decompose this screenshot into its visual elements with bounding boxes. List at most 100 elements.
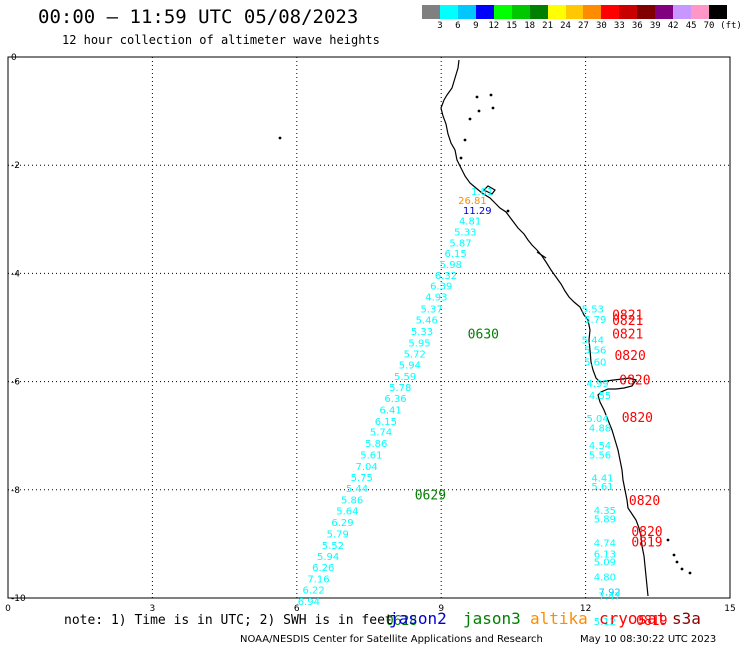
wave-height-value: 5.60 xyxy=(584,357,606,368)
x-tick-label: 9 xyxy=(438,604,444,614)
wave-height-value: 5.33 xyxy=(454,228,476,239)
x-tick-label: 6 xyxy=(294,604,300,614)
island-dot xyxy=(666,538,670,542)
colorbar-label: 3 xyxy=(437,21,443,31)
colorbar-label: 24 xyxy=(560,21,571,31)
island-dot xyxy=(278,136,282,140)
colorbar-label: 21 xyxy=(542,21,553,31)
colorbar-swatch xyxy=(655,5,674,19)
footer-credit: NOAA/NESDIS Center for Satellite Applica… xyxy=(240,634,543,645)
colorbar-label: 36 xyxy=(631,21,643,31)
wave-observations: 1.8126.8111.294.815.335.876.155.986.326.… xyxy=(298,187,621,628)
wave-height-value: 5.44 xyxy=(346,484,368,495)
wave-height-value: 5.44 xyxy=(582,336,604,347)
wave-height-value: 7.04 xyxy=(355,462,377,473)
island-dot xyxy=(506,209,510,213)
pass-time-label: 0630 xyxy=(468,327,499,342)
wave-height-value: 5.75 xyxy=(351,473,373,484)
colorbar-label: 45 xyxy=(685,21,697,31)
wave-height-value: 5.37 xyxy=(420,304,442,315)
colorbar-swatch xyxy=(493,5,512,19)
island-dot xyxy=(489,93,493,97)
colorbar-swatch xyxy=(619,5,638,19)
colorbar-swatch xyxy=(439,5,458,19)
pass-time-label: 0629 xyxy=(415,489,446,504)
wave-height-value: 5.79 xyxy=(327,529,349,540)
wave-height-value: 7.47 xyxy=(599,592,621,603)
wave-height-value: 5.86 xyxy=(341,495,363,506)
satellite-legend-jason3: jason3 xyxy=(463,609,521,628)
colorbar-label: 39 xyxy=(649,21,661,31)
colorbar-label: 12 xyxy=(488,21,500,31)
wave-height-value: 5.52 xyxy=(322,541,344,552)
island-markers xyxy=(278,93,692,575)
wave-height-value: 4.88 xyxy=(589,423,611,434)
colorbar-label: 30 xyxy=(595,21,607,31)
colorbar-swatch xyxy=(583,5,602,19)
pass-time-label: 0820 xyxy=(614,349,645,364)
wave-height-value: 6.15 xyxy=(375,417,397,428)
wave-height-value: 6.15 xyxy=(445,249,467,260)
wave-height-value: 5.98 xyxy=(440,260,462,271)
island-dot xyxy=(459,156,463,160)
colorbar-swatch xyxy=(475,5,494,19)
island-dot xyxy=(491,106,495,110)
wave-height-value: 5.79 xyxy=(584,315,606,326)
island-dot xyxy=(477,109,481,113)
wave-height-value: 4.99 xyxy=(587,379,609,390)
colorbar-label: 33 xyxy=(613,21,625,31)
y-tick-label: -6 xyxy=(11,378,20,388)
wave-height-value: 5.64 xyxy=(336,507,358,518)
map-frame xyxy=(7,56,731,599)
wave-height-value: 5.87 xyxy=(449,238,471,249)
y-tick-label: 0 xyxy=(11,53,17,63)
island-dot xyxy=(475,95,479,99)
wave-height-value: 1.81 xyxy=(471,187,493,198)
pass-time-label: 0820 xyxy=(631,525,662,540)
footer-timestamp: May 10 08:30:22 UTC 2023 xyxy=(580,634,717,645)
map-grid xyxy=(7,56,731,599)
y-tick-label: -8 xyxy=(11,486,20,496)
wave-height-value: 7.16 xyxy=(307,574,329,585)
colorbar-swatch xyxy=(565,5,584,19)
x-tick-label: 12 xyxy=(580,604,591,614)
wave-height-value: 5.09 xyxy=(594,558,616,569)
wave-height-value: 4.74 xyxy=(594,539,616,550)
wave-height-value: 6.22 xyxy=(303,586,325,597)
y-tick-label: -2 xyxy=(11,161,20,171)
colorbar-label: 70 xyxy=(703,21,715,31)
wave-height-value: 5.46 xyxy=(416,316,438,327)
wave-height-value: 5.12 xyxy=(594,617,616,628)
wave-height-value: 4.54 xyxy=(589,441,611,452)
colorbar-swatch xyxy=(637,5,656,19)
wave-height-value: 5.89 xyxy=(594,514,616,525)
colorbar-swatch xyxy=(709,5,727,19)
pass-time-label: 0819 xyxy=(636,614,667,629)
colorbar-label: 27 xyxy=(578,21,589,31)
wave-height-value: 4.93 xyxy=(425,292,447,303)
island-dot xyxy=(463,138,467,142)
colorbar-swatch xyxy=(511,5,530,19)
coastline xyxy=(440,59,649,597)
coastline-island xyxy=(536,251,547,259)
wave-height-value: 5.04 xyxy=(587,414,609,425)
wave-height-value: 6.29 xyxy=(331,518,353,529)
pass-time-label: 0820 xyxy=(622,411,653,426)
wave-height-value: 4.55 xyxy=(589,391,611,402)
wave-height-value: 26.81 xyxy=(458,196,487,207)
wave-height-value: 6.41 xyxy=(380,406,402,417)
wave-height-value: 11.29 xyxy=(463,206,492,217)
pass-time-label: 0628 xyxy=(386,614,417,629)
x-tick-label: 0 xyxy=(5,604,11,614)
colorbar-labels: 3 6 9 12 15 18 21 24 27 30 33 36 39 42 45 70 (ft) xyxy=(422,21,740,33)
x-tick-label: 3 xyxy=(150,604,156,614)
pass-time-label: 0820 xyxy=(629,494,660,509)
colorbar-label: (ft) xyxy=(720,21,740,31)
pass-time-label: 0820 xyxy=(619,373,650,388)
pass-time-label: 0821 xyxy=(612,327,643,342)
island-dot xyxy=(675,560,679,564)
wave-height-value: 7.92 xyxy=(599,587,621,598)
wave-height-value: 5.33 xyxy=(411,327,433,338)
